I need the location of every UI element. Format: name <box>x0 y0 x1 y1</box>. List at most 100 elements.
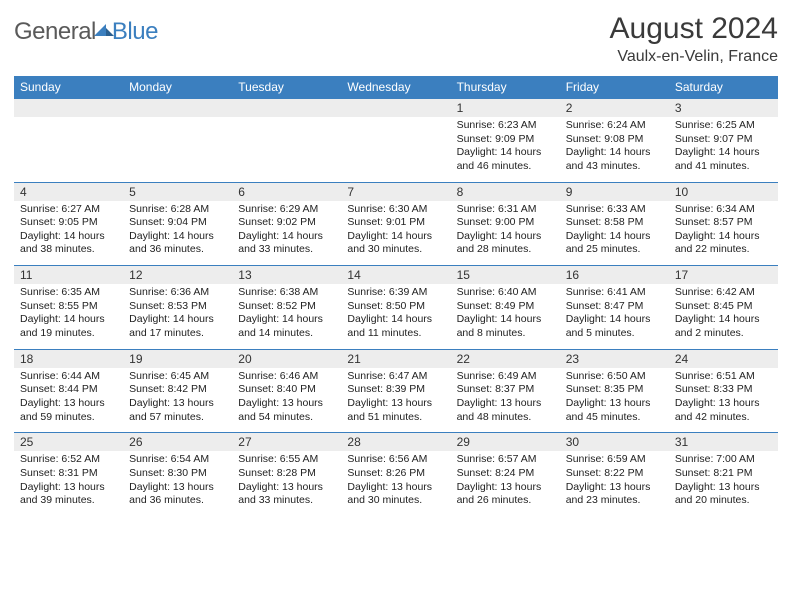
weekday-header: Saturday <box>669 76 778 99</box>
sunrise-text: Sunrise: 6:55 AM <box>238 453 335 467</box>
sunrise-text: Sunrise: 6:30 AM <box>347 203 444 217</box>
sunset-text: Sunset: 8:26 PM <box>347 467 444 481</box>
daylight-text: Daylight: 13 hours and 33 minutes. <box>238 481 335 508</box>
daylight-text: Daylight: 13 hours and 57 minutes. <box>129 397 226 424</box>
sunrise-text: Sunrise: 6:49 AM <box>457 370 554 384</box>
day-body-cell: Sunrise: 6:33 AMSunset: 8:58 PMDaylight:… <box>560 201 669 266</box>
daylight-text: Daylight: 14 hours and 14 minutes. <box>238 313 335 340</box>
header: General Blue August 2024 Vaulx-en-Velin,… <box>14 12 778 66</box>
day-number-cell: 3 <box>669 99 778 118</box>
sunset-text: Sunset: 8:24 PM <box>457 467 554 481</box>
day-number-row: 11121314151617 <box>14 266 778 285</box>
day-number-cell: 16 <box>560 266 669 285</box>
daylight-text: Daylight: 14 hours and 43 minutes. <box>566 146 663 173</box>
daylight-text: Daylight: 14 hours and 36 minutes. <box>129 230 226 257</box>
day-body-cell <box>123 117 232 182</box>
sunset-text: Sunset: 8:47 PM <box>566 300 663 314</box>
daylight-text: Daylight: 14 hours and 25 minutes. <box>566 230 663 257</box>
day-number-cell: 10 <box>669 182 778 201</box>
sunrise-text: Sunrise: 6:23 AM <box>457 119 554 133</box>
day-body-cell: Sunrise: 6:29 AMSunset: 9:02 PMDaylight:… <box>232 201 341 266</box>
sunrise-text: Sunrise: 6:47 AM <box>347 370 444 384</box>
sunset-text: Sunset: 9:07 PM <box>675 133 772 147</box>
sunrise-text: Sunrise: 6:24 AM <box>566 119 663 133</box>
day-number-cell <box>123 99 232 118</box>
day-number-cell: 18 <box>14 349 123 368</box>
day-number-cell: 20 <box>232 349 341 368</box>
daylight-text: Daylight: 14 hours and 5 minutes. <box>566 313 663 340</box>
day-body-row: Sunrise: 6:35 AMSunset: 8:55 PMDaylight:… <box>14 284 778 349</box>
sunset-text: Sunset: 8:42 PM <box>129 383 226 397</box>
day-number-cell: 6 <box>232 182 341 201</box>
day-body-cell: Sunrise: 6:40 AMSunset: 8:49 PMDaylight:… <box>451 284 560 349</box>
day-number-cell: 14 <box>341 266 450 285</box>
sunrise-text: Sunrise: 6:50 AM <box>566 370 663 384</box>
day-body-row: Sunrise: 6:23 AMSunset: 9:09 PM Daylight:… <box>14 117 778 182</box>
sunset-text: Sunset: 8:28 PM <box>238 467 335 481</box>
day-body-cell: Sunrise: 6:46 AMSunset: 8:40 PMDaylight:… <box>232 368 341 433</box>
sunset-text: Sunset: 8:45 PM <box>675 300 772 314</box>
title-block: August 2024 Vaulx-en-Velin, France <box>610 12 778 66</box>
sunset-text: Sunset: 9:02 PM <box>238 216 335 230</box>
day-number-cell: 26 <box>123 433 232 452</box>
daylight-text: Daylight: 14 hours and 28 minutes. <box>457 230 554 257</box>
day-body-row: Sunrise: 6:52 AMSunset: 8:31 PMDaylight:… <box>14 451 778 516</box>
sunset-text: Sunset: 9:04 PM <box>129 216 226 230</box>
day-number-cell <box>341 99 450 118</box>
sunset-text: Sunset: 8:40 PM <box>238 383 335 397</box>
day-number-cell: 2 <box>560 99 669 118</box>
weekday-header: Monday <box>123 76 232 99</box>
day-body-cell <box>232 117 341 182</box>
sunrise-text: Sunrise: 6:41 AM <box>566 286 663 300</box>
day-number-cell: 27 <box>232 433 341 452</box>
day-body-cell: Sunrise: 6:51 AMSunset: 8:33 PMDaylight:… <box>669 368 778 433</box>
sunrise-text: Sunrise: 6:27 AM <box>20 203 117 217</box>
daylight-text: Daylight: 13 hours and 42 minutes. <box>675 397 772 424</box>
sunset-text: Sunset: 8:44 PM <box>20 383 117 397</box>
sunset-text: Sunset: 8:58 PM <box>566 216 663 230</box>
sunset-text: Sunset: 8:21 PM <box>675 467 772 481</box>
day-body-cell: Sunrise: 6:34 AMSunset: 8:57 PMDaylight:… <box>669 201 778 266</box>
day-number-cell: 28 <box>341 433 450 452</box>
day-number-cell: 9 <box>560 182 669 201</box>
day-body-cell: Sunrise: 7:00 AMSunset: 8:21 PMDaylight:… <box>669 451 778 516</box>
location: Vaulx-en-Velin, France <box>610 48 778 66</box>
day-body-cell: Sunrise: 6:39 AMSunset: 8:50 PMDaylight:… <box>341 284 450 349</box>
daylight-text: Daylight: 14 hours and 41 minutes. <box>675 146 772 173</box>
logo-text-blue: Blue <box>112 18 158 46</box>
sunset-text: Sunset: 9:09 PM <box>457 133 554 147</box>
daylight-text: Daylight: 13 hours and 39 minutes. <box>20 481 117 508</box>
day-number-cell: 12 <box>123 266 232 285</box>
sunrise-text: Sunrise: 6:42 AM <box>675 286 772 300</box>
sunrise-text: Sunrise: 6:35 AM <box>20 286 117 300</box>
day-number-cell <box>232 99 341 118</box>
day-number-cell: 29 <box>451 433 560 452</box>
daylight-text: Daylight: 13 hours and 30 minutes. <box>347 481 444 508</box>
sunset-text: Sunset: 8:49 PM <box>457 300 554 314</box>
day-number-cell <box>14 99 123 118</box>
day-body-cell: Sunrise: 6:59 AMSunset: 8:22 PMDaylight:… <box>560 451 669 516</box>
day-body-cell: Sunrise: 6:54 AMSunset: 8:30 PMDaylight:… <box>123 451 232 516</box>
sunset-text: Sunset: 8:50 PM <box>347 300 444 314</box>
daylight-text: Daylight: 13 hours and 36 minutes. <box>129 481 226 508</box>
daylight-text: Daylight: 13 hours and 23 minutes. <box>566 481 663 508</box>
sunrise-text: Sunrise: 6:38 AM <box>238 286 335 300</box>
day-body-cell: Sunrise: 6:56 AMSunset: 8:26 PMDaylight:… <box>341 451 450 516</box>
daylight-text: Daylight: 14 hours and 30 minutes. <box>347 230 444 257</box>
daylight-text: Daylight: 13 hours and 48 minutes. <box>457 397 554 424</box>
day-body-cell: Sunrise: 6:31 AMSunset: 9:00 PMDaylight:… <box>451 201 560 266</box>
day-number-cell: 1 <box>451 99 560 118</box>
month-title: August 2024 <box>610 12 778 46</box>
day-number-row: 45678910 <box>14 182 778 201</box>
day-body-cell: Sunrise: 6:49 AMSunset: 8:37 PMDaylight:… <box>451 368 560 433</box>
day-number-cell: 13 <box>232 266 341 285</box>
day-body-cell: Sunrise: 6:50 AMSunset: 8:35 PMDaylight:… <box>560 368 669 433</box>
day-body-cell: Sunrise: 6:30 AMSunset: 9:01 PMDaylight:… <box>341 201 450 266</box>
sunrise-text: Sunrise: 6:29 AM <box>238 203 335 217</box>
daylight-text: Daylight: 14 hours and 17 minutes. <box>129 313 226 340</box>
day-body-cell: Sunrise: 6:55 AMSunset: 8:28 PMDaylight:… <box>232 451 341 516</box>
day-body-cell: Sunrise: 6:57 AMSunset: 8:24 PMDaylight:… <box>451 451 560 516</box>
sunrise-text: Sunrise: 6:57 AM <box>457 453 554 467</box>
weekday-header: Thursday <box>451 76 560 99</box>
sunrise-text: Sunrise: 6:39 AM <box>347 286 444 300</box>
